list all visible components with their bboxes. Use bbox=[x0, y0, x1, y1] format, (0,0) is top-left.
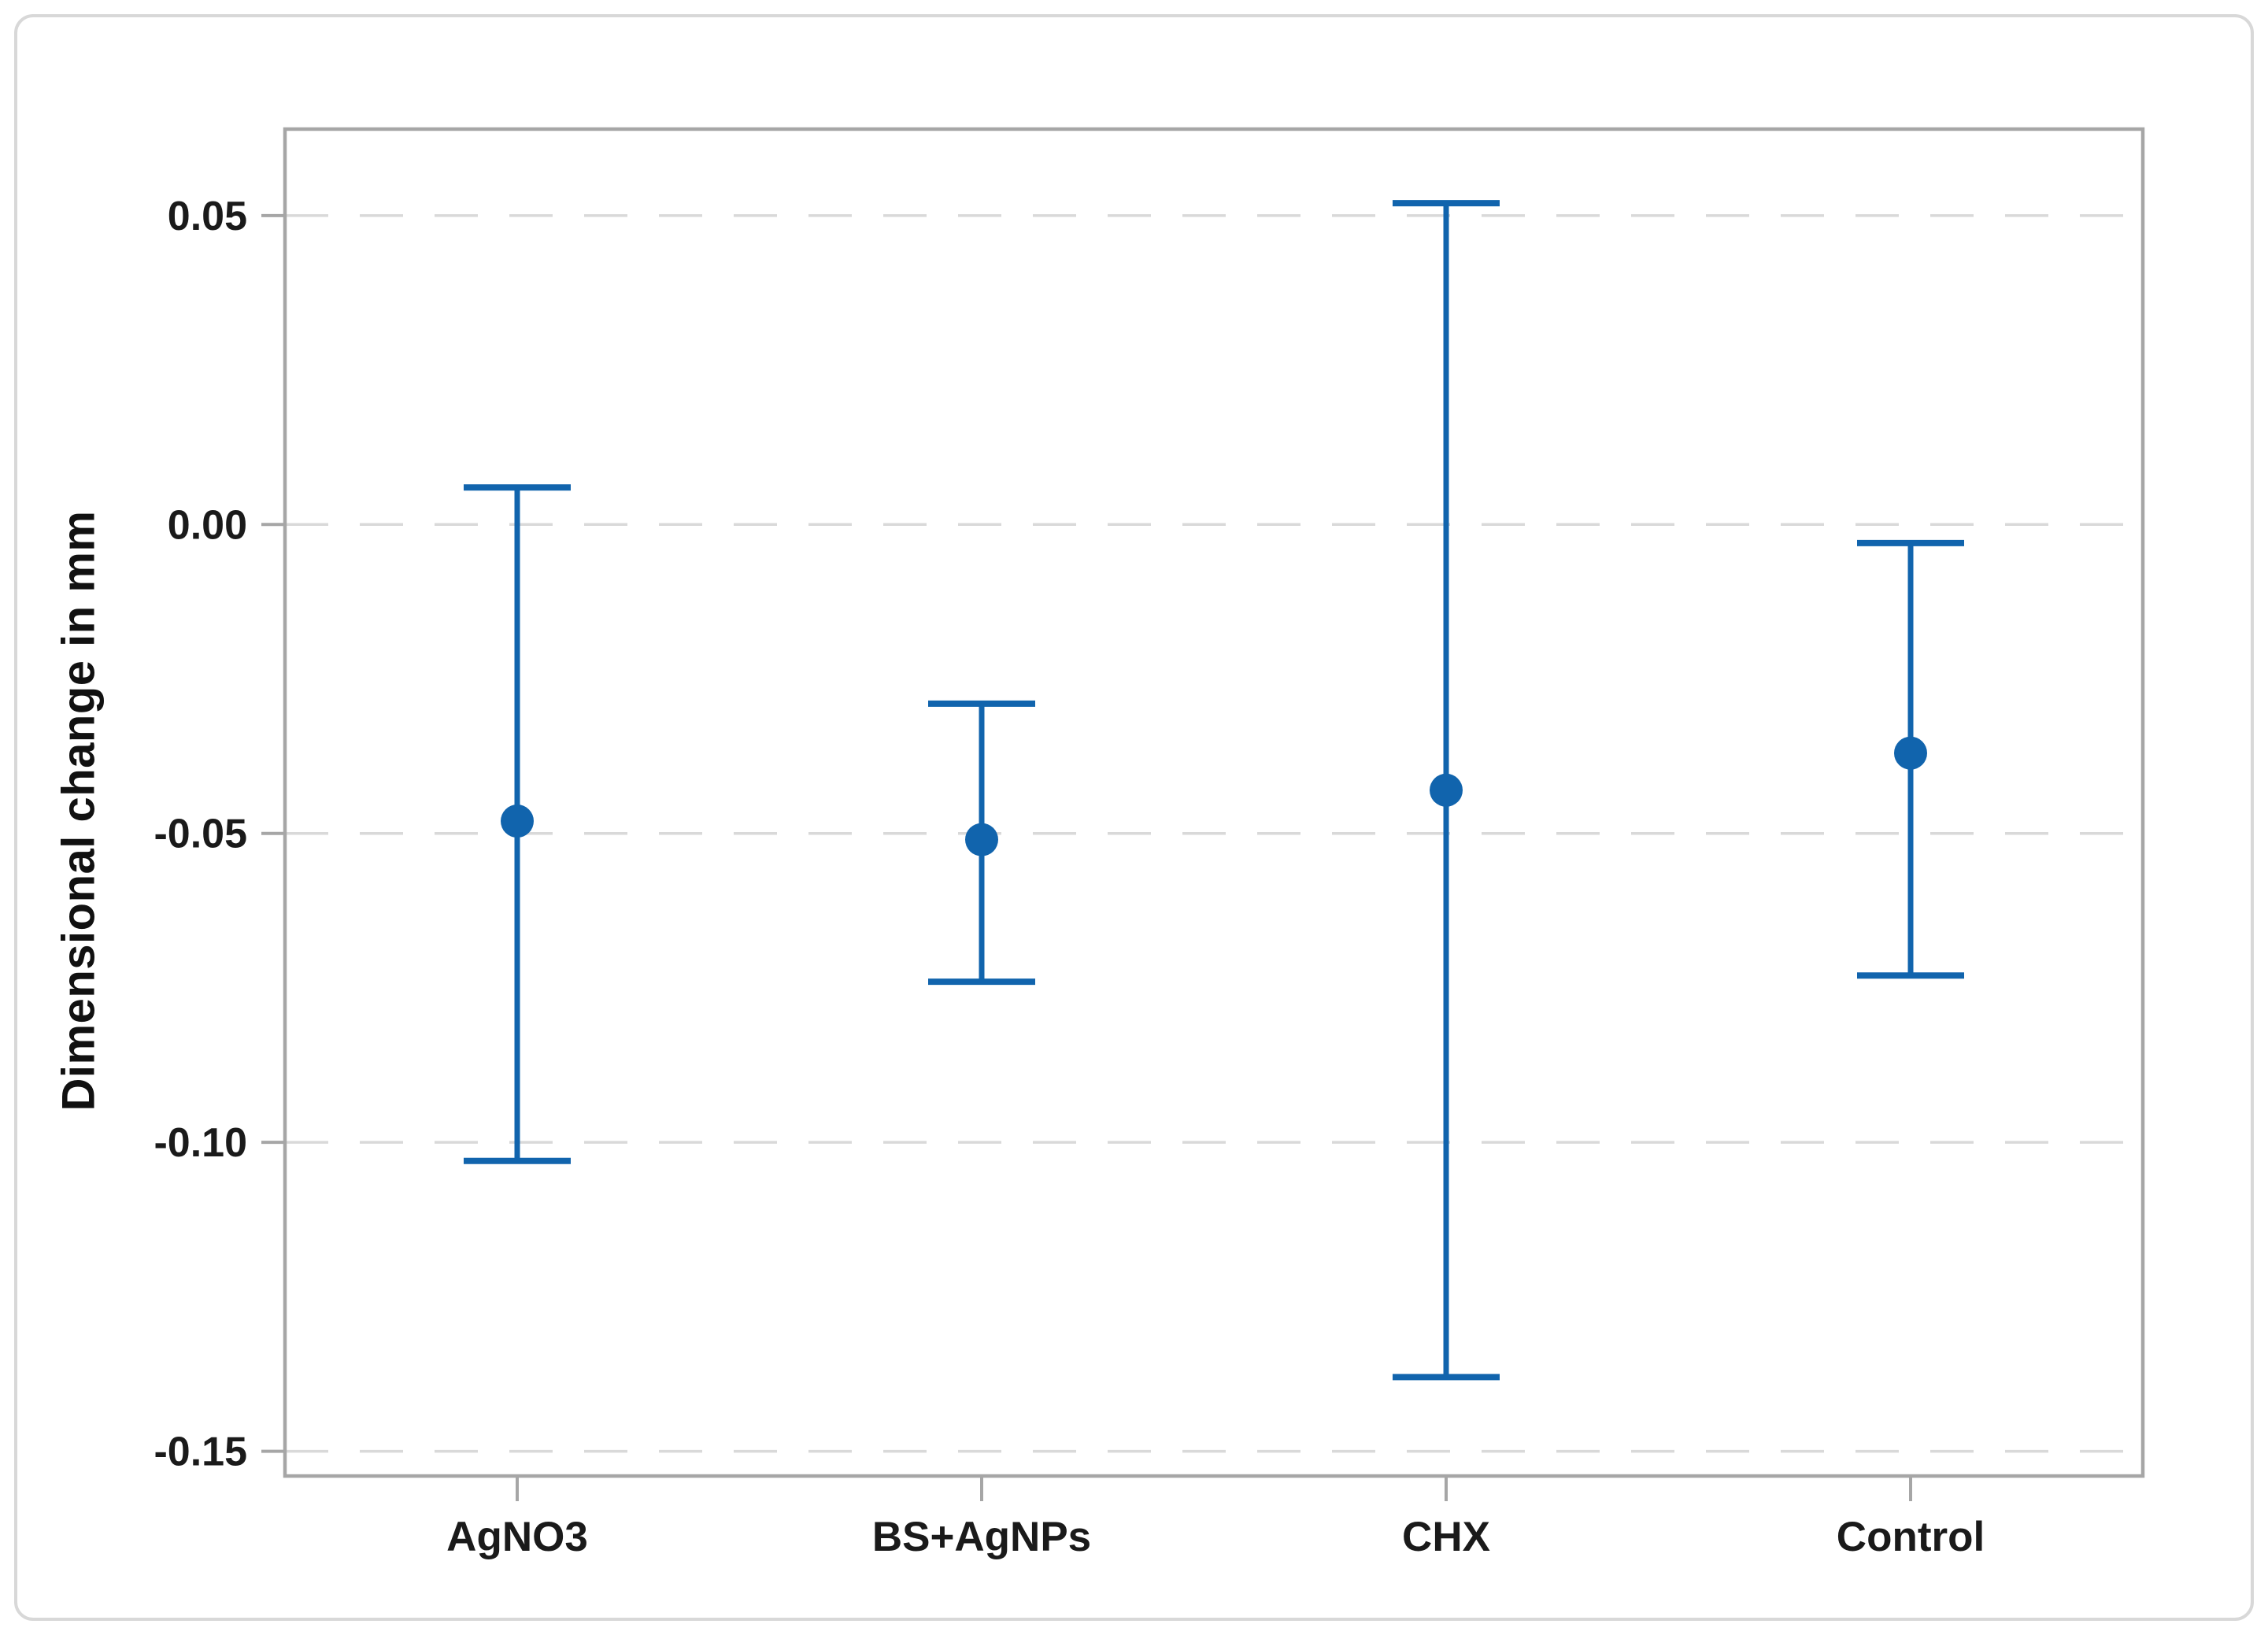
y-tick-label: 0.05 bbox=[168, 194, 247, 239]
mean-marker-agno3 bbox=[501, 805, 534, 838]
y-tick-label: -0.15 bbox=[154, 1430, 247, 1475]
mean-marker-chx bbox=[1430, 773, 1463, 807]
x-category-label: BS+AgNPs bbox=[872, 1514, 1091, 1560]
y-tick-label: 0.00 bbox=[168, 502, 247, 548]
y-tick-label: -0.05 bbox=[154, 812, 247, 857]
mean-marker-bs-agnps bbox=[965, 823, 998, 856]
x-category-label: CHX bbox=[1402, 1514, 1490, 1560]
figure-border bbox=[14, 14, 2254, 1621]
plot-area-border bbox=[283, 127, 2145, 1478]
y-tick-label: -0.10 bbox=[154, 1120, 247, 1166]
x-category-label: Control bbox=[1837, 1514, 1985, 1560]
x-category-label: AgNO3 bbox=[446, 1514, 588, 1560]
y-axis-title: Dimensional change in mm bbox=[53, 510, 105, 1112]
mean-marker-control bbox=[1894, 736, 1927, 770]
